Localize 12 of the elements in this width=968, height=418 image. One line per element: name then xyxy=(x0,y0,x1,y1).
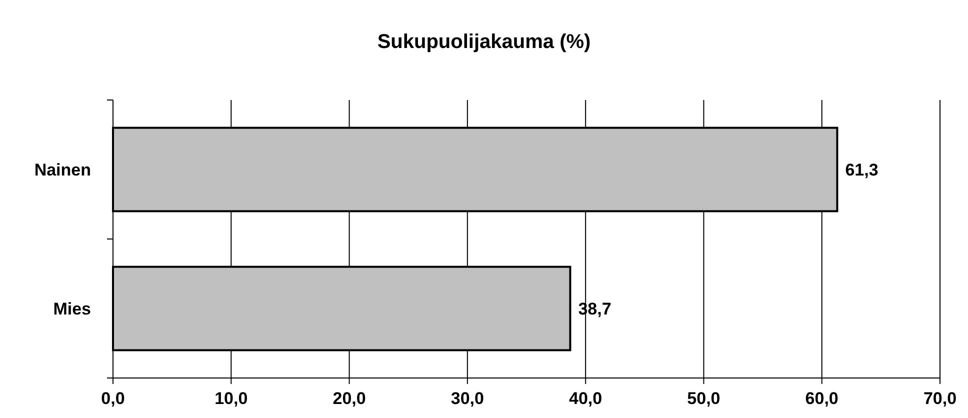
x-tick-label: 70,0 xyxy=(923,389,957,408)
x-tick-label: 60,0 xyxy=(805,389,838,408)
x-tick-label: 10,0 xyxy=(214,389,248,408)
x-tick-label: 30,0 xyxy=(450,389,484,408)
y-tick-label: Mies xyxy=(53,299,91,318)
data-label: 61,3 xyxy=(845,160,878,180)
y-tick-label: Nainen xyxy=(34,160,91,180)
x-tick-label: 20,0 xyxy=(332,389,366,408)
x-tick-label: 0,0 xyxy=(101,389,125,408)
chart-title: Sukupuolijakauma (%) xyxy=(377,31,591,53)
x-tick-label: 40,0 xyxy=(569,389,602,408)
x-tick-label: 50,0 xyxy=(687,389,720,408)
